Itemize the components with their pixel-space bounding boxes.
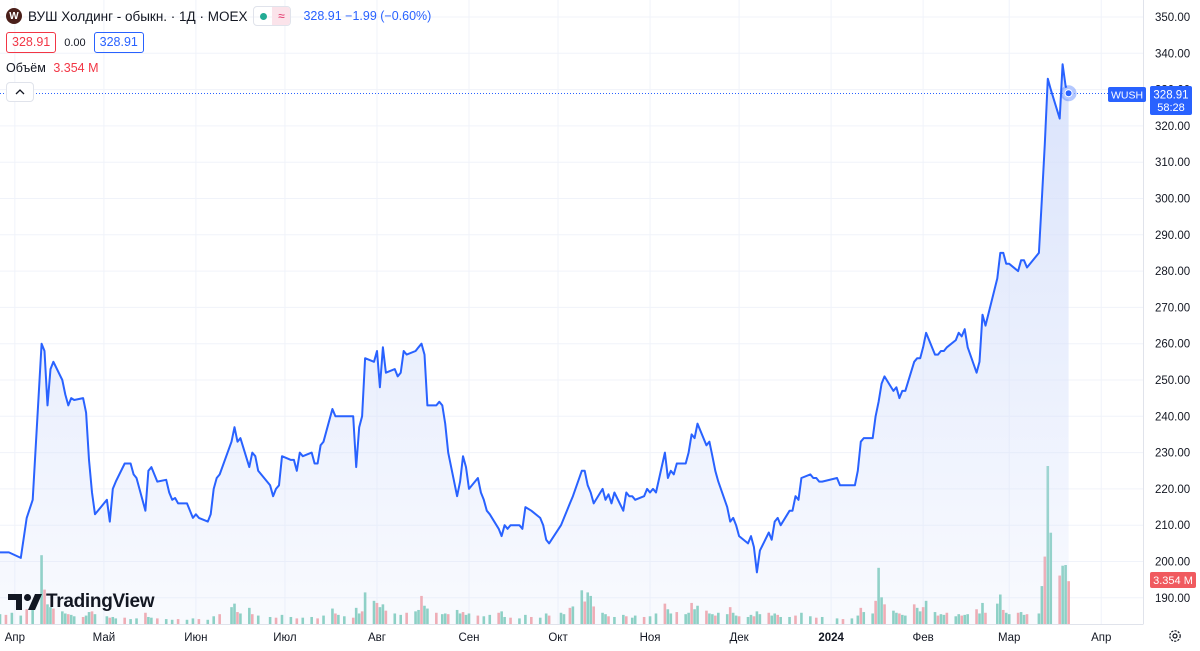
x-tick-label: Июн xyxy=(184,632,207,644)
tradingview-logo[interactable]: TradingView xyxy=(8,591,155,613)
countdown-label: 58:28 xyxy=(1157,102,1185,114)
tradingview-logo-icon xyxy=(8,594,42,610)
y-tick-label: 320.00 xyxy=(1155,121,1190,133)
quote-change: 328.91 −1.99 (−0.60%) xyxy=(303,9,432,23)
y-tick-label: 260.00 xyxy=(1155,339,1190,351)
y-tick-label: 340.00 xyxy=(1155,48,1190,60)
y-tick-label: 190.00 xyxy=(1155,593,1190,605)
gear-icon xyxy=(1169,630,1181,642)
symbol-tag: WUSH xyxy=(1111,90,1143,102)
price-line xyxy=(0,63,1070,574)
last-price-label: 328.91 xyxy=(1153,90,1188,102)
y-tick-label: 300.00 xyxy=(1155,194,1190,206)
volume-legend[interactable]: Объём 3.354 M xyxy=(6,61,98,75)
volume-axis-label: 3.354 M xyxy=(1153,575,1193,587)
volume-label: Объём xyxy=(6,61,46,75)
y-tick-label: 280.00 xyxy=(1155,266,1190,278)
y-tick-label: 310.00 xyxy=(1155,157,1190,169)
volume-axis-label-bg xyxy=(1150,572,1196,588)
x-tick-label: Сен xyxy=(458,632,479,644)
symbol-tag-bg xyxy=(1108,87,1146,102)
price-area xyxy=(0,63,1070,624)
collapse-legend-button[interactable] xyxy=(6,82,34,102)
y-tick-label: 200.00 xyxy=(1155,557,1190,569)
market-status[interactable]: ≈ xyxy=(253,6,292,26)
y-tick-label: 250.00 xyxy=(1155,375,1190,387)
last-price-label-bg xyxy=(1150,86,1192,115)
delayed-data-icon: ≈ xyxy=(272,7,291,25)
y-tick-label: 270.00 xyxy=(1155,302,1190,314)
buy-price-button[interactable]: 328.91 xyxy=(93,32,144,53)
company-logo-icon: W xyxy=(6,8,22,24)
y-tick-label: 240.00 xyxy=(1155,411,1190,423)
x-tick-label: Июл xyxy=(273,632,296,644)
y-tick-label: 220.00 xyxy=(1155,484,1190,496)
x-tick-label: Май xyxy=(93,632,116,644)
last-point-dot xyxy=(1065,90,1072,97)
chart-settings-button[interactable] xyxy=(1165,626,1185,646)
x-tick-label: 2024 xyxy=(818,632,844,644)
x-tick-label: Апр xyxy=(1091,632,1111,644)
tradingview-wordmark: TradingView xyxy=(46,591,155,612)
x-tick-label: Дек xyxy=(729,632,749,644)
x-tick-label: Ноя xyxy=(640,632,661,644)
spread-value: 0.00 xyxy=(64,36,86,49)
x-tick-label: Фев xyxy=(913,632,934,644)
market-open-icon xyxy=(254,12,272,20)
x-tick-label: Авг xyxy=(368,632,386,644)
x-tick-label: Апр xyxy=(5,632,25,644)
y-tick-label: 290.00 xyxy=(1155,230,1190,242)
y-tick-label: 230.00 xyxy=(1155,448,1190,460)
symbol-title[interactable]: ВУШ Холдинг - обыкн. · 1Д · MOEX xyxy=(28,8,248,24)
sell-price-button[interactable]: 328.91 xyxy=(6,32,57,53)
y-tick-label: 210.00 xyxy=(1155,520,1190,532)
bid-ask-row: 328.91 0.00 328.91 xyxy=(6,32,144,53)
x-tick-label: Окт xyxy=(548,632,568,644)
symbol-legend[interactable]: W ВУШ Холдинг - обыкн. · 1Д · MOEX ≈ 328… xyxy=(6,6,431,26)
chevron-up-icon xyxy=(15,89,25,95)
x-tick-label: Мар xyxy=(998,632,1021,644)
volume-value: 3.354 M xyxy=(53,61,99,75)
y-tick-label: 350.00 xyxy=(1155,12,1190,24)
